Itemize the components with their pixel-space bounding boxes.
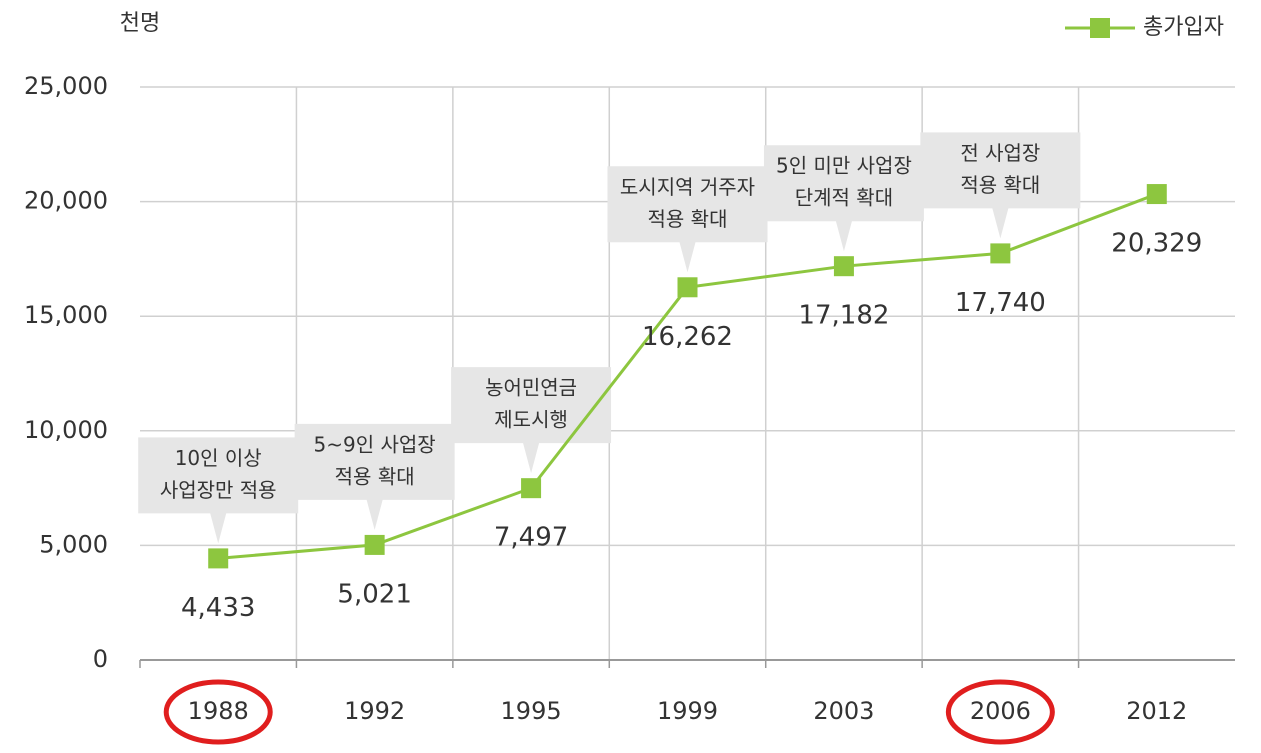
marker [1146,184,1167,205]
x-tick-label: 1988 [188,697,249,725]
annotation-text: 도시지역 거주자 [620,175,755,199]
callout-box [294,423,455,530]
callout-box [451,367,612,474]
legend-marker [1090,18,1110,38]
y-tick-label: 10,000 [24,416,108,444]
annotation-text: 사업장만 적용 [160,478,277,502]
x-tick-label: 2006 [970,697,1031,725]
value-label: 7,497 [494,523,568,553]
y-tick-label: 20,000 [24,187,108,215]
marker [208,548,229,569]
callout-box [607,166,768,273]
annotation-text: 10인 이상 [175,446,262,470]
x-tick-label: 1992 [344,697,405,725]
marker [364,534,385,555]
annotation-text: 적용 확대 [960,173,1040,197]
annotation-text: 단계적 확대 [795,186,893,210]
y-tick-label: 25,000 [24,72,108,100]
value-label: 17,740 [955,288,1046,318]
marker [833,256,854,277]
value-label: 4,433 [181,593,255,623]
x-tick-label: 2003 [813,697,874,725]
marker [677,277,698,298]
legend-label: 총가입자 [1143,15,1224,40]
y-tick-label: 5,000 [39,530,108,558]
callout-box [763,145,924,252]
value-label: 5,021 [337,579,411,609]
value-label: 16,262 [642,322,733,352]
annotation-text: 농어민연금 [485,376,577,400]
y-tick-label: 0 [93,645,108,673]
highlight-circle [163,679,273,745]
y-unit: 천명 [120,11,160,36]
annotation-text: 전 사업장 [960,141,1040,165]
callout-box [920,132,1081,239]
callout-box [138,437,299,544]
marker [990,243,1011,264]
marker [521,478,542,499]
y-tick-label: 15,000 [24,301,108,329]
x-tick-label: 1995 [501,697,562,725]
x-tick-label: 2012 [1126,697,1187,725]
highlight-circle [945,679,1055,745]
annotation-text: 5~9인 사업장 [314,432,436,456]
annotation-text: 적용 확대 [335,464,415,488]
annotation-text: 제도시행 [494,408,568,432]
annotation-text: 5인 미만 사업장 [776,154,912,178]
x-tick-label: 1999 [657,697,718,725]
value-label: 17,182 [798,301,889,331]
annotation-text: 적용 확대 [648,207,728,231]
value-label: 20,329 [1111,229,1202,259]
